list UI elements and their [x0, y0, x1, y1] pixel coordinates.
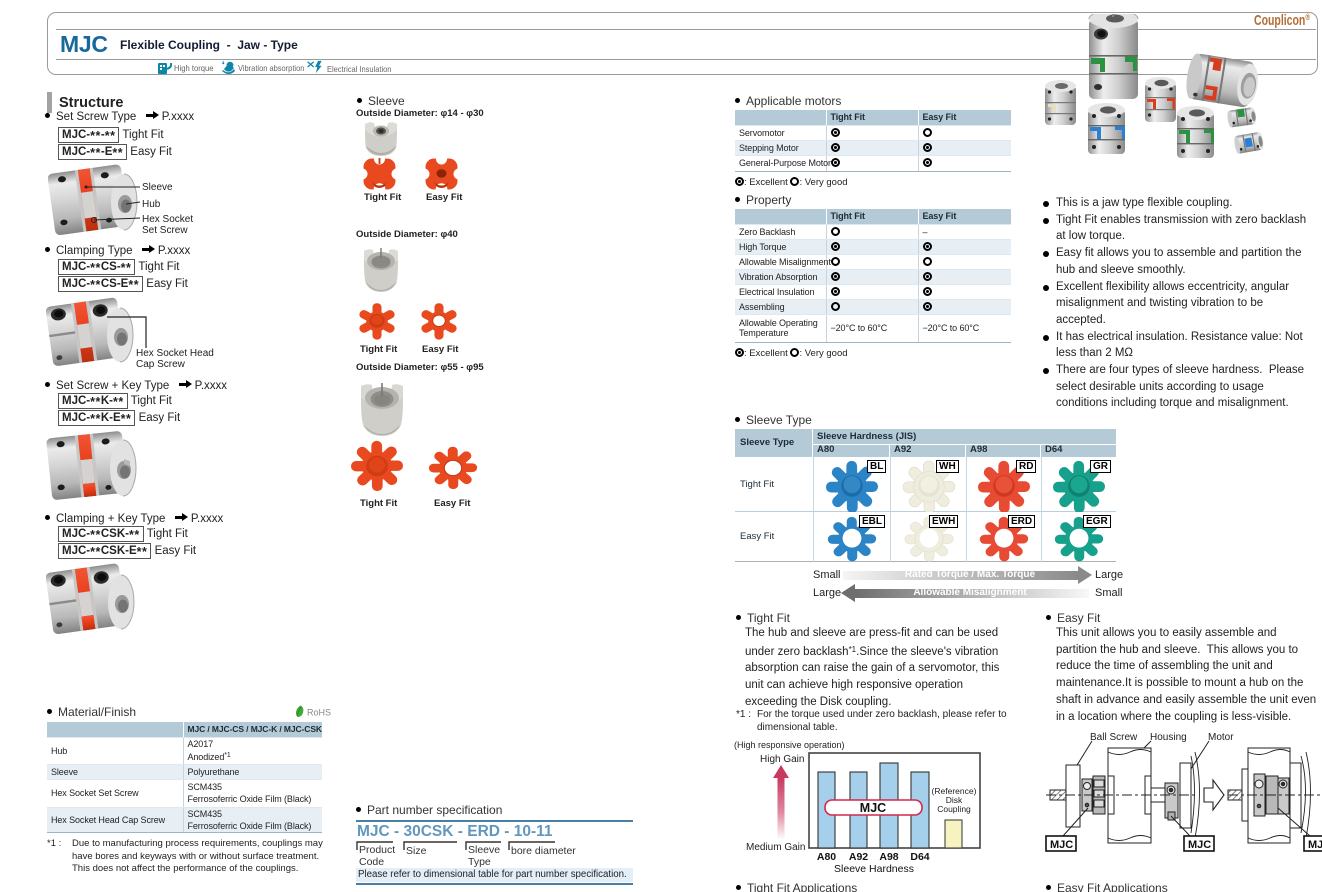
svg-text:(High responsive operation): (High responsive operation)	[734, 740, 845, 750]
svg-text:(Reference): (Reference)	[932, 786, 977, 796]
svg-text:Sleeve Hardness: Sleeve Hardness	[834, 863, 914, 875]
svg-text:Disk: Disk	[946, 795, 963, 805]
svg-text:MJC: MJC	[1188, 839, 1211, 851]
svg-text:RoHS: RoHS	[307, 708, 331, 718]
svg-text:Ball Screw: Ball Screw	[1090, 732, 1138, 743]
svg-text:Motor: Motor	[1208, 732, 1234, 743]
svg-text:MJC: MJC	[860, 801, 886, 815]
svg-text:A98: A98	[879, 851, 898, 863]
svg-text:MJC: MJC	[1050, 839, 1073, 851]
svg-text:A92: A92	[849, 851, 868, 863]
svg-text:D64: D64	[910, 851, 929, 863]
svg-text:High Gain: High Gain	[760, 754, 804, 765]
svg-text:Medium Gain: Medium Gain	[746, 842, 805, 853]
svg-text:A80: A80	[817, 851, 836, 863]
svg-text:Housing: Housing	[1150, 732, 1187, 743]
svg-text:MJC: MJC	[1308, 839, 1322, 851]
svg-text:Coupling: Coupling	[937, 804, 971, 814]
